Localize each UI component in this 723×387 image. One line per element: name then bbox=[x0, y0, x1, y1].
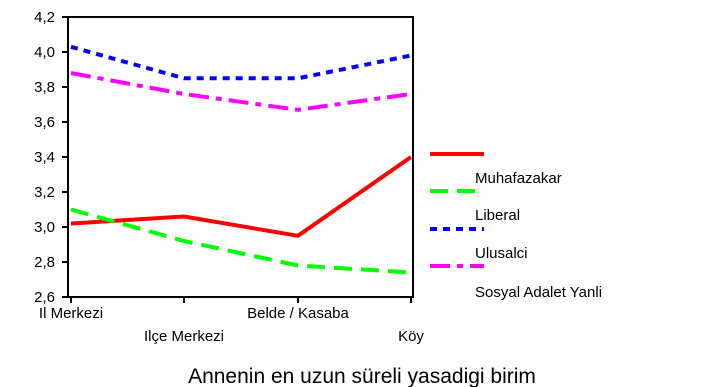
y-tick-label: 4,0 bbox=[34, 44, 55, 61]
x-axis: Il Merkezi Ilçe Merkezi Belde / Kasaba Köy bbox=[39, 297, 424, 345]
legend: Muhafazakar Liberal Ulusalci Sosyal Adalet … bbox=[430, 152, 602, 301]
y-tick-label: 3,2 bbox=[34, 184, 55, 201]
y-tick-label: 3,8 bbox=[34, 79, 55, 96]
x-axis-title: Annenin en uzun süreli yasadigi birim bbox=[188, 365, 536, 387]
x-tick-label: Il Merkezi bbox=[39, 305, 103, 322]
series-line-1 bbox=[70, 155, 413, 238]
legend-label: Sosyal Adalet Yanli bbox=[475, 284, 602, 301]
x-tick-label: Belde / Kasaba bbox=[247, 305, 349, 322]
series-line-2 bbox=[70, 207, 412, 275]
x-tick-label: Köy bbox=[398, 328, 424, 345]
y-tick-label: 2,6 bbox=[34, 289, 55, 306]
series-layer bbox=[70, 44, 413, 275]
y-tick-label: 2,8 bbox=[34, 254, 55, 271]
series-line-3 bbox=[70, 44, 412, 81]
y-tick-label: 3,6 bbox=[34, 114, 55, 131]
y-tick-label: 3,0 bbox=[34, 219, 55, 236]
legend-label: Ulusalci bbox=[475, 245, 528, 262]
legend-label: Muhafazakar bbox=[475, 170, 562, 187]
x-tick-label: Ilçe Merkezi bbox=[144, 328, 224, 345]
y-tick-label: 3,4 bbox=[34, 149, 55, 166]
legend-label: Liberal bbox=[475, 207, 520, 224]
y-axis: 2,6 2,8 3,0 3,2 3,4 3,6 3,8 4,0 4,2 bbox=[34, 9, 68, 306]
series-line-4 bbox=[70, 71, 412, 112]
y-tick-label: 4,2 bbox=[34, 9, 55, 26]
